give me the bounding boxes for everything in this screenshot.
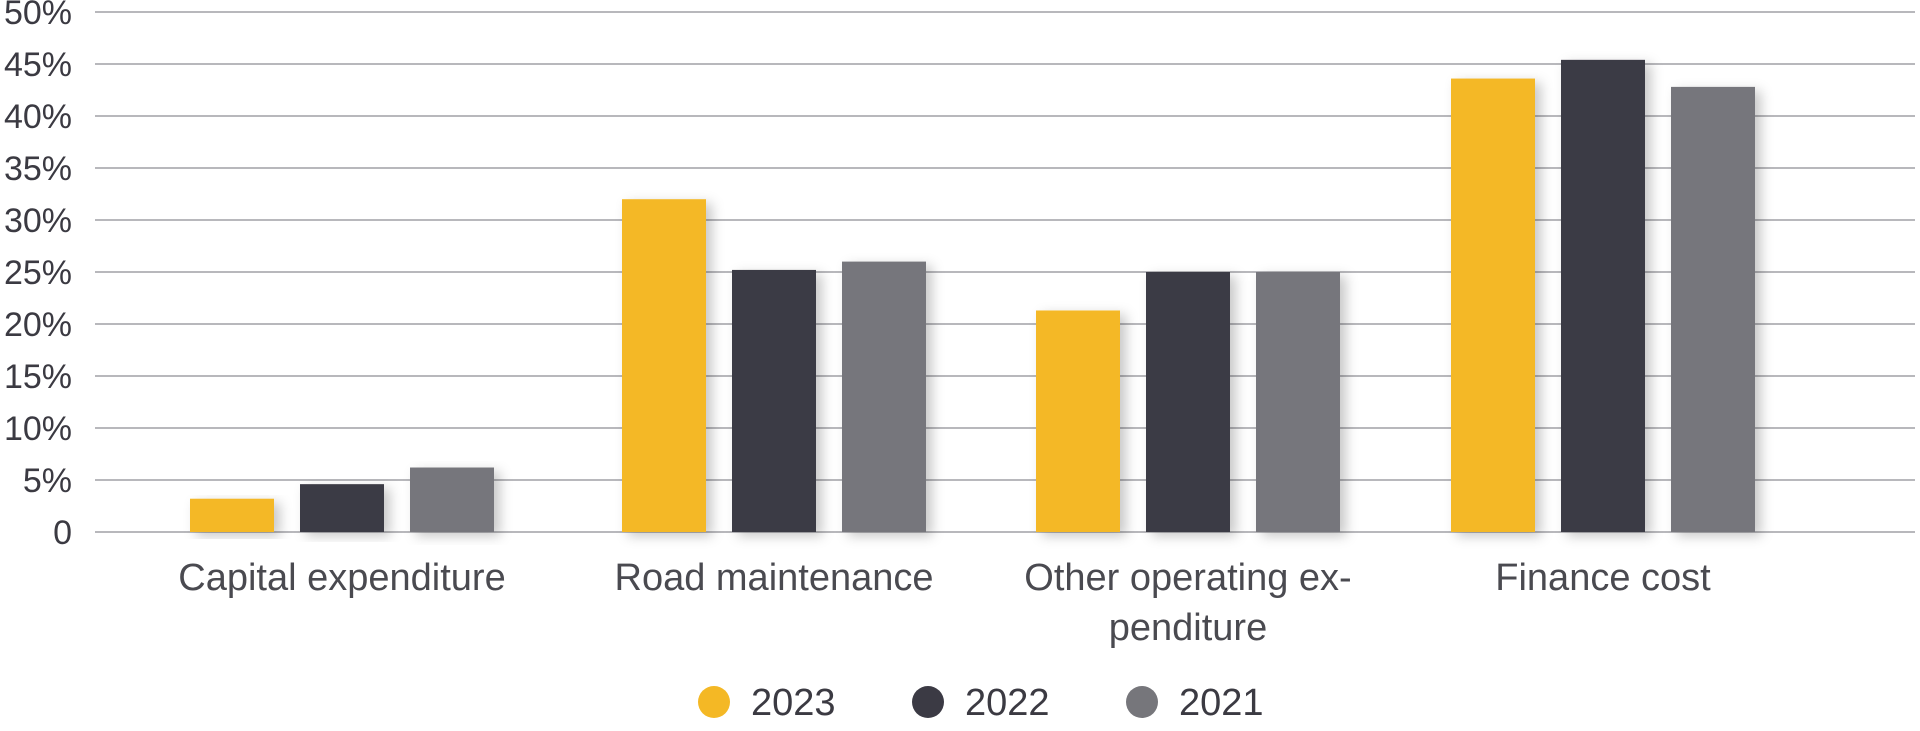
y-tick-label: 45% [4, 46, 72, 84]
bar-2022-1 [732, 269, 816, 532]
y-tick-label: 15% [4, 358, 72, 396]
x-category-label: Other operating ex- [1024, 557, 1351, 599]
bar-2023-0 [190, 498, 274, 532]
bar-2021-0 [410, 467, 494, 532]
legend-label-2021: 2021 [1179, 682, 1264, 724]
bar-2023-2 [1036, 310, 1120, 532]
legend-marker-2021 [1126, 686, 1158, 718]
y-tick-label: 0 [53, 514, 72, 552]
bar-2021-1 [842, 261, 926, 532]
y-tick-label: 10% [4, 410, 72, 448]
bar-2022-2 [1146, 272, 1230, 532]
x-category-label: penditure [1109, 607, 1267, 649]
bar-2022-0 [300, 484, 384, 532]
x-category-label: Road maintenance [615, 557, 934, 599]
bar-2021-3 [1671, 86, 1755, 532]
y-tick-label: 20% [4, 306, 72, 344]
y-tick-label: 30% [4, 202, 72, 240]
y-axis-ticks: 0 5% 10% 15% 20% 25% 30% 35% 40% 45% 50% [4, 0, 72, 552]
bars [190, 59, 1755, 533]
y-tick-label: 25% [4, 254, 72, 292]
y-tick-label: 50% [4, 0, 72, 32]
x-category-label: Finance cost [1495, 557, 1711, 599]
x-category-label: Capital expenditure [178, 557, 505, 599]
legend-label-2022: 2022 [965, 682, 1050, 724]
legend: 2023 2022 2021 [698, 682, 1264, 724]
y-tick-label: 40% [4, 98, 72, 136]
y-tick-label: 5% [23, 462, 72, 500]
bar-2023-3 [1451, 78, 1535, 532]
bar-2023-1 [622, 199, 706, 532]
x-axis-labels: Capital expenditure Road maintenance Other… [178, 557, 1711, 649]
legend-marker-2023 [698, 686, 730, 718]
legend-label-2023: 2023 [751, 682, 836, 724]
bar-2022-3 [1561, 59, 1645, 533]
bar-2021-2 [1256, 272, 1340, 532]
legend-marker-2022 [912, 686, 944, 718]
y-tick-label: 35% [4, 150, 72, 188]
